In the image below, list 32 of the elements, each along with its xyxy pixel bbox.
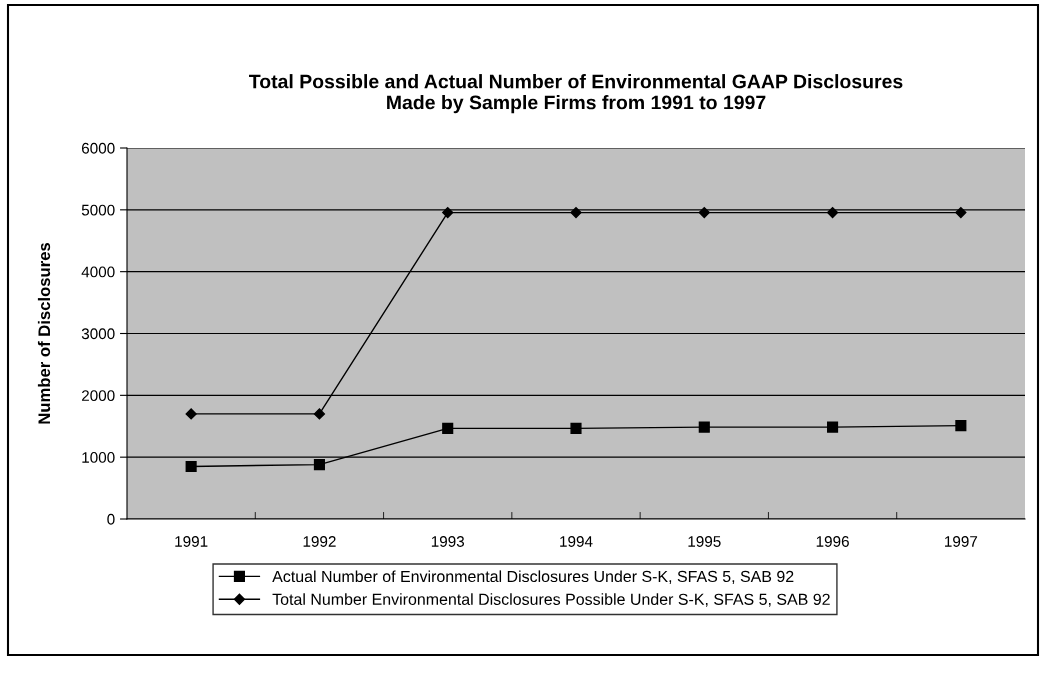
point [570, 422, 582, 434]
point [955, 207, 967, 219]
legend-label: Actual Number of Environmental Disclosures Under S-K, SFAS 5, SAB 92 [272, 570, 794, 584]
legend-label: Total Number Environmental Disclosures Possible Under S-K, SFAS 5, SAB 92 [272, 593, 830, 607]
y-tick-label: 6000 [81, 142, 115, 154]
y-tick-label: 2000 [81, 390, 115, 402]
x-tick-label: 1994 [560, 536, 593, 547]
y-axis-title: Number of Disclosures [37, 242, 51, 424]
x-tick-label: 1992 [303, 536, 336, 547]
y-tick-label: 3000 [81, 328, 115, 340]
x-tick-label: 1997 [945, 536, 978, 547]
y-tick-label: 0 [107, 513, 115, 525]
point [955, 420, 967, 432]
point [442, 422, 454, 434]
point [313, 408, 326, 420]
point [826, 207, 839, 219]
point [185, 460, 197, 472]
x-tick-label: 1991 [175, 536, 208, 547]
point [442, 207, 454, 219]
x-tick-label: 1993 [431, 536, 465, 547]
y-tick-label: 5000 [81, 204, 115, 216]
y-tick-label: 4000 [81, 266, 115, 278]
point [570, 207, 582, 219]
point [185, 408, 197, 420]
x-tick-label: 1995 [688, 536, 721, 547]
point [698, 207, 710, 219]
point [313, 459, 325, 471]
point [698, 421, 710, 433]
point [827, 421, 839, 433]
x-tick-label: 1996 [816, 536, 849, 547]
y-tick-label: 1000 [82, 452, 115, 463]
chart-title: Total Possible and Actual Number of Environmental GAAP Disclosures Made by Sample Firms from 1991 to 1997 [249, 74, 903, 114]
